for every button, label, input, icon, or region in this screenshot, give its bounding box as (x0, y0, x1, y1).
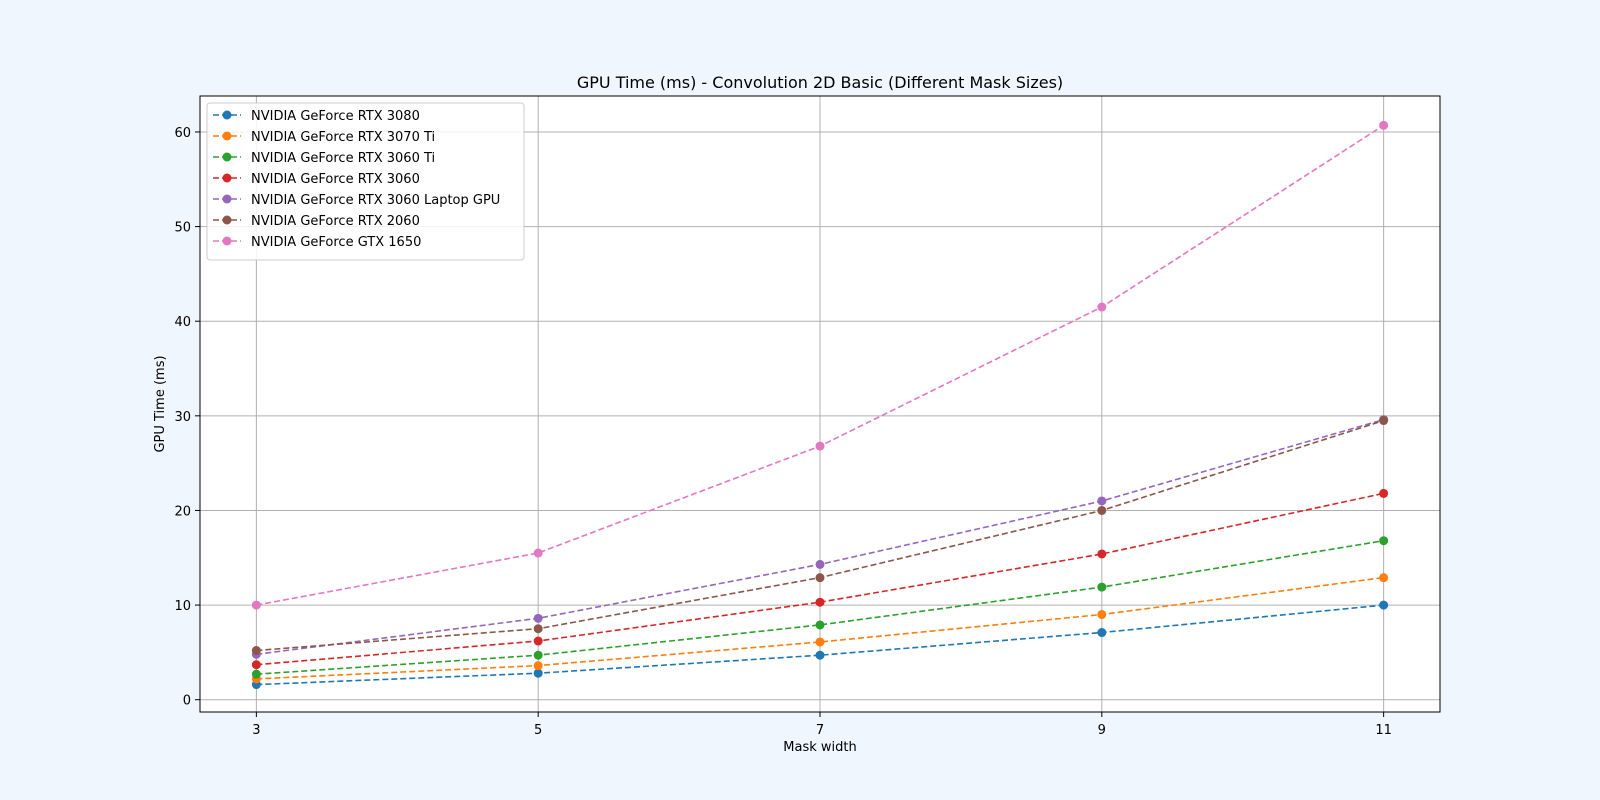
series-4 (251, 488, 1389, 670)
x-tick-label: 11 (1375, 723, 1392, 738)
data-point (533, 661, 543, 671)
data-point (1379, 600, 1389, 610)
y-tick-label: 20 (174, 504, 191, 519)
x-tick-label: 3 (252, 723, 260, 738)
series-3 (251, 536, 1389, 679)
data-point (815, 441, 825, 451)
data-point (1097, 302, 1107, 312)
legend-marker (222, 110, 232, 120)
data-point (533, 650, 543, 660)
legend: NVIDIA GeForce RTX 3080 NVIDIA GeForce RT… (206, 102, 525, 261)
data-point (251, 600, 261, 610)
data-point (1097, 549, 1107, 559)
data-point (1097, 505, 1107, 515)
legend-label: NVIDIA GeForce RTX 2060 (251, 214, 420, 229)
y-axis-label: GPU Time (ms) (153, 355, 168, 452)
series-line (256, 539, 1384, 675)
legend-label: NVIDIA GeForce RTX 3060 (251, 172, 420, 187)
legend-item: NVIDIA GeForce RTX 3070 Ti (213, 130, 435, 145)
data-point (533, 636, 543, 646)
series-7 (251, 120, 1389, 610)
data-point (815, 620, 825, 630)
legend-item: NVIDIA GeForce RTX 2060 (213, 214, 420, 229)
series-line (256, 604, 1384, 686)
data-point (1379, 120, 1389, 130)
data-point (251, 660, 261, 670)
legend-item: NVIDIA GeForce RTX 3080 (213, 109, 420, 124)
y-tick-label: 10 (174, 599, 191, 614)
data-point (1379, 488, 1389, 498)
chart-title: GPU Time (ms) - Convolution 2D Basic (Di… (577, 73, 1063, 92)
legend-marker (222, 131, 232, 141)
legend-marker (222, 236, 232, 246)
x-tick-label: 7 (816, 723, 824, 738)
legend-label: NVIDIA GeForce RTX 3080 (251, 109, 420, 124)
legend-marker (222, 194, 232, 204)
legend-label: NVIDIA GeForce RTX 3060 Laptop GPU (251, 193, 500, 208)
data-point (251, 645, 261, 655)
legend-label: NVIDIA GeForce RTX 3060 Ti (251, 151, 435, 166)
data-point (533, 668, 543, 678)
data-point (815, 637, 825, 647)
data-point (1097, 582, 1107, 592)
data-point (533, 624, 543, 634)
data-point (1097, 496, 1107, 506)
data-point (1097, 610, 1107, 620)
legend-marker (222, 152, 232, 162)
data-point (1379, 573, 1389, 583)
legend-item: NVIDIA GeForce GTX 1650 (213, 235, 421, 250)
legend-item: NVIDIA GeForce RTX 3060 Laptop GPU (213, 193, 500, 208)
data-point (815, 650, 825, 660)
data-point (815, 573, 825, 583)
series-1 (251, 600, 1389, 690)
legend-box (206, 102, 525, 261)
data-point (1379, 416, 1389, 426)
axis-ticks: 3 5 7 9 11 0 10 20 30 40 50 60 (174, 126, 1391, 738)
series-group (251, 120, 1389, 690)
data-point (533, 613, 543, 623)
legend-marker (222, 215, 232, 225)
x-axis-label: Mask width (783, 740, 856, 755)
legend-label: NVIDIA GeForce GTX 1650 (251, 235, 421, 250)
grid-lines (200, 96, 1440, 712)
y-tick-label: 40 (174, 315, 191, 330)
legend-item: NVIDIA GeForce RTX 3060 (213, 172, 420, 187)
y-tick-label: 50 (174, 221, 191, 236)
data-point (815, 559, 825, 569)
legend-marker (222, 173, 232, 183)
x-tick-label: 5 (534, 723, 542, 738)
data-point (815, 597, 825, 607)
data-point (533, 548, 543, 558)
legend-item: NVIDIA GeForce RTX 3060 Ti (213, 151, 435, 166)
series-6 (251, 416, 1389, 655)
data-point (1379, 536, 1389, 546)
y-tick-label: 0 (183, 694, 191, 709)
y-tick-label: 30 (174, 410, 191, 425)
y-tick-label: 60 (174, 126, 191, 141)
legend-label: NVIDIA GeForce RTX 3070 Ti (251, 130, 435, 145)
data-point (251, 669, 261, 679)
x-tick-label: 9 (1098, 723, 1106, 738)
data-point (1097, 628, 1107, 638)
